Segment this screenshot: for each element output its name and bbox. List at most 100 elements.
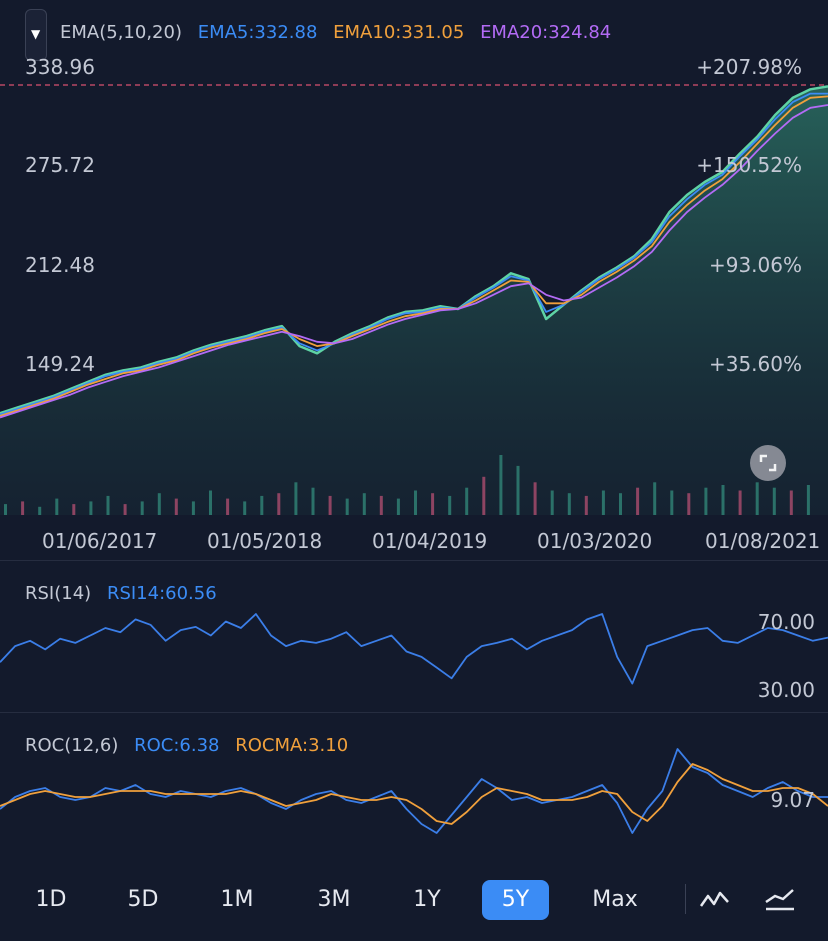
volume-bar — [755, 482, 759, 515]
indicators-icon[interactable] — [763, 884, 797, 916]
volume-bar — [311, 487, 315, 515]
ema20-label: EMA20:324.84 — [480, 22, 612, 43]
volume-bar — [396, 498, 400, 515]
ema5-label: EMA5:332.88 — [197, 22, 318, 43]
volume-bar — [431, 493, 435, 515]
x-tick-label: 01/06/2017 — [42, 529, 158, 553]
chart-type-icon[interactable] — [698, 884, 732, 916]
volume-bar — [21, 501, 25, 515]
y-tick-label: 212.48 — [25, 253, 95, 277]
range-1y-button[interactable]: 1Y — [413, 887, 441, 912]
volume-bar — [704, 487, 708, 515]
panel-divider — [0, 560, 828, 561]
last-price-label: 338.96 — [25, 55, 95, 79]
toolbar-divider — [685, 884, 686, 914]
x-tick-label: 01/08/2021 — [705, 529, 821, 553]
ema5-line — [0, 92, 828, 416]
volume-bar — [550, 490, 554, 515]
volume-bar — [260, 495, 264, 515]
ema20-line — [0, 104, 828, 419]
x-tick-label: 01/04/2019 — [372, 529, 488, 553]
volume-bar — [277, 493, 281, 515]
volume-bar — [619, 493, 622, 515]
volume-bar — [516, 465, 520, 515]
volume-bar — [106, 495, 110, 515]
volume-bar — [174, 498, 178, 515]
volume-bar — [140, 501, 144, 515]
volume-bar — [687, 493, 691, 515]
x-tick-label: 01/03/2020 — [537, 529, 653, 553]
volume-bar — [448, 495, 452, 515]
volume-bar — [738, 490, 742, 515]
volume-bar — [482, 476, 486, 515]
volume-bar — [89, 501, 93, 515]
pct-tick-label: +93.06% — [708, 253, 802, 277]
volume-bar — [670, 490, 674, 515]
indicator-name: EMA(5,10,20) — [60, 22, 182, 43]
volume-bar — [362, 493, 366, 515]
volume-bar — [209, 490, 212, 515]
range-5y-button[interactable]: 5Y — [482, 880, 549, 920]
pct-tick-label: +35.60% — [708, 352, 802, 376]
volume-bar — [721, 485, 725, 515]
rocma-value-label: ROCMA:3.10 — [235, 735, 349, 756]
volume-bar — [653, 482, 657, 515]
volume-bar — [379, 495, 383, 515]
y-tick-label: 149.24 — [25, 352, 95, 376]
range-5d-button[interactable]: 5D — [127, 887, 159, 912]
x-tick-label: 01/05/2018 — [207, 529, 323, 553]
roc-line — [0, 748, 828, 834]
range-selector — [0, 862, 828, 941]
volume-bar — [123, 504, 127, 515]
volume-bar — [328, 495, 332, 515]
expand-button[interactable] — [750, 445, 786, 481]
y-tick-label: 275.72 — [25, 153, 95, 177]
pct-tick-label: +207.98% — [696, 55, 802, 79]
volume-bar — [499, 455, 503, 515]
volume-bar — [38, 506, 42, 515]
volume-bar — [789, 490, 793, 515]
panel-divider — [0, 712, 828, 713]
volume-bar — [4, 504, 7, 515]
rocma-line — [0, 763, 828, 825]
volume-bar — [72, 504, 76, 515]
volume-bar — [414, 490, 417, 515]
price-area — [0, 86, 828, 516]
volume-bar — [601, 490, 605, 515]
rsi-tick-label: 30.00 — [757, 678, 815, 702]
roc-legend: ROC(12,6) ROC:6.38 ROCMA:3.10 — [25, 735, 358, 756]
indicator-menu-button[interactable]: ▼ — [25, 9, 47, 61]
volume-bar — [294, 482, 298, 515]
volume-bar — [243, 501, 247, 515]
volume-bar — [772, 487, 776, 515]
roc-tick-label: 9.07 — [770, 788, 815, 812]
volume-bar — [533, 482, 537, 515]
volume-bar — [636, 487, 640, 515]
volume-bar — [55, 498, 59, 515]
range-3m-button[interactable]: 3M — [317, 887, 351, 912]
rsi-tick-label: 70.00 — [757, 610, 815, 634]
price-line — [0, 85, 828, 415]
range-1m-button[interactable]: 1M — [220, 887, 254, 912]
roc-value-label: ROC:6.38 — [134, 735, 220, 756]
roc-plot — [0, 748, 828, 834]
price-plot — [0, 85, 828, 516]
expand-icon — [759, 454, 777, 472]
volume-bar — [806, 485, 810, 515]
range-1d-button[interactable]: 1D — [35, 887, 67, 912]
roc-indicator-name: ROC(12,6) — [25, 735, 119, 756]
volume-bars — [4, 455, 810, 515]
price-legend: EMA(5,10,20) EMA5:332.88 EMA10:331.05 EM… — [60, 22, 621, 43]
rsi-line — [0, 613, 828, 685]
ema10-label: EMA10:331.05 — [333, 22, 465, 43]
rsi-indicator-name: RSI(14) — [25, 583, 92, 604]
volume-bar — [191, 501, 195, 515]
rsi-plot — [0, 613, 828, 685]
rsi-value-label: RSI14:60.56 — [106, 583, 217, 604]
ema10-line — [0, 95, 828, 417]
pct-tick-label: +150.52% — [696, 153, 802, 177]
range-max-button[interactable]: Max — [592, 887, 638, 912]
volume-bar — [465, 487, 469, 515]
chevron-down-icon: ▼ — [31, 27, 41, 41]
